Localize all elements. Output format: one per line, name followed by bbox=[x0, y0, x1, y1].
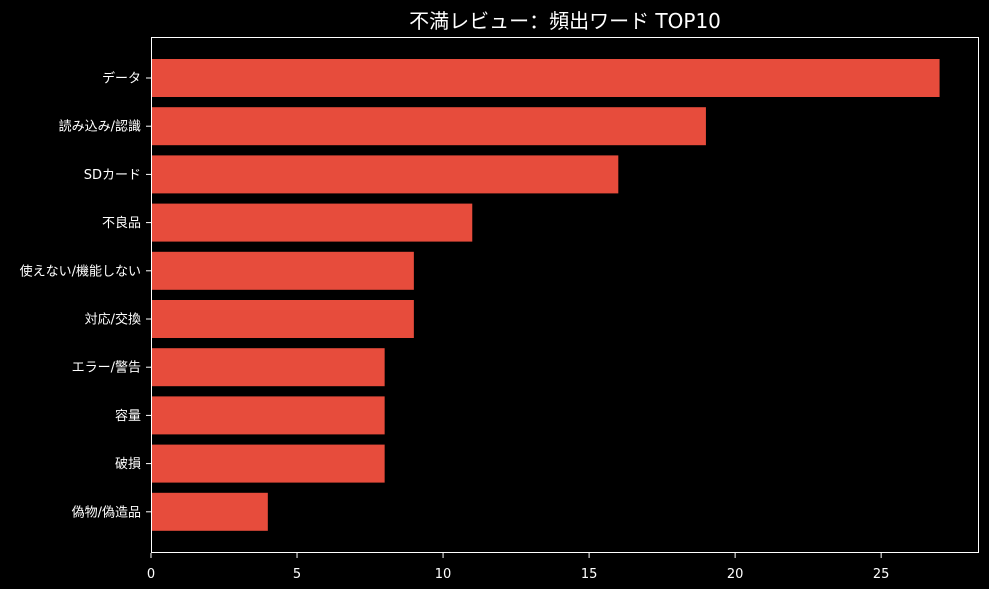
y-tick-label: データ bbox=[102, 71, 141, 87]
y-tick-label: エラー/警告 bbox=[72, 360, 141, 376]
y-tick-label: 不良品 bbox=[102, 215, 141, 231]
y-tick-label: 容量 bbox=[115, 408, 141, 424]
bar-8 bbox=[151, 396, 385, 435]
y-tick-label: 対応/交換 bbox=[85, 312, 141, 328]
bar-4 bbox=[151, 203, 473, 242]
axes-layer bbox=[146, 37, 979, 558]
y-tick-label: 使えない/機能しない bbox=[20, 263, 141, 279]
x-tick-label: 25 bbox=[873, 567, 890, 582]
x-tick-label: 0 bbox=[147, 567, 155, 582]
x-tick-label: 20 bbox=[727, 567, 744, 582]
bar-10 bbox=[151, 492, 268, 531]
bar-6 bbox=[151, 300, 414, 338]
bar-5 bbox=[151, 251, 414, 290]
x-tick-labels: 0 5 10 15 20 25 bbox=[147, 567, 890, 582]
y-tick-label: 破損 bbox=[115, 457, 141, 472]
bars-layer bbox=[151, 59, 940, 531]
bar-2 bbox=[151, 107, 706, 146]
y-tick-label: SDカード bbox=[84, 168, 141, 183]
bar-1 bbox=[151, 59, 940, 97]
x-tick-label: 15 bbox=[581, 567, 598, 582]
x-tick-label: 5 bbox=[293, 567, 301, 582]
bar-9 bbox=[151, 444, 385, 483]
plot-frame bbox=[151, 37, 979, 553]
bar-3 bbox=[151, 155, 619, 194]
x-tick-label: 10 bbox=[435, 567, 452, 582]
y-tick-label: 偽物/偽造品 bbox=[72, 505, 141, 520]
chart-title: 不満レビュー：頻出ワード TOP10 bbox=[409, 9, 721, 33]
y-tick-label: 読み込み/認識 bbox=[59, 119, 141, 135]
bar-7 bbox=[151, 348, 385, 387]
